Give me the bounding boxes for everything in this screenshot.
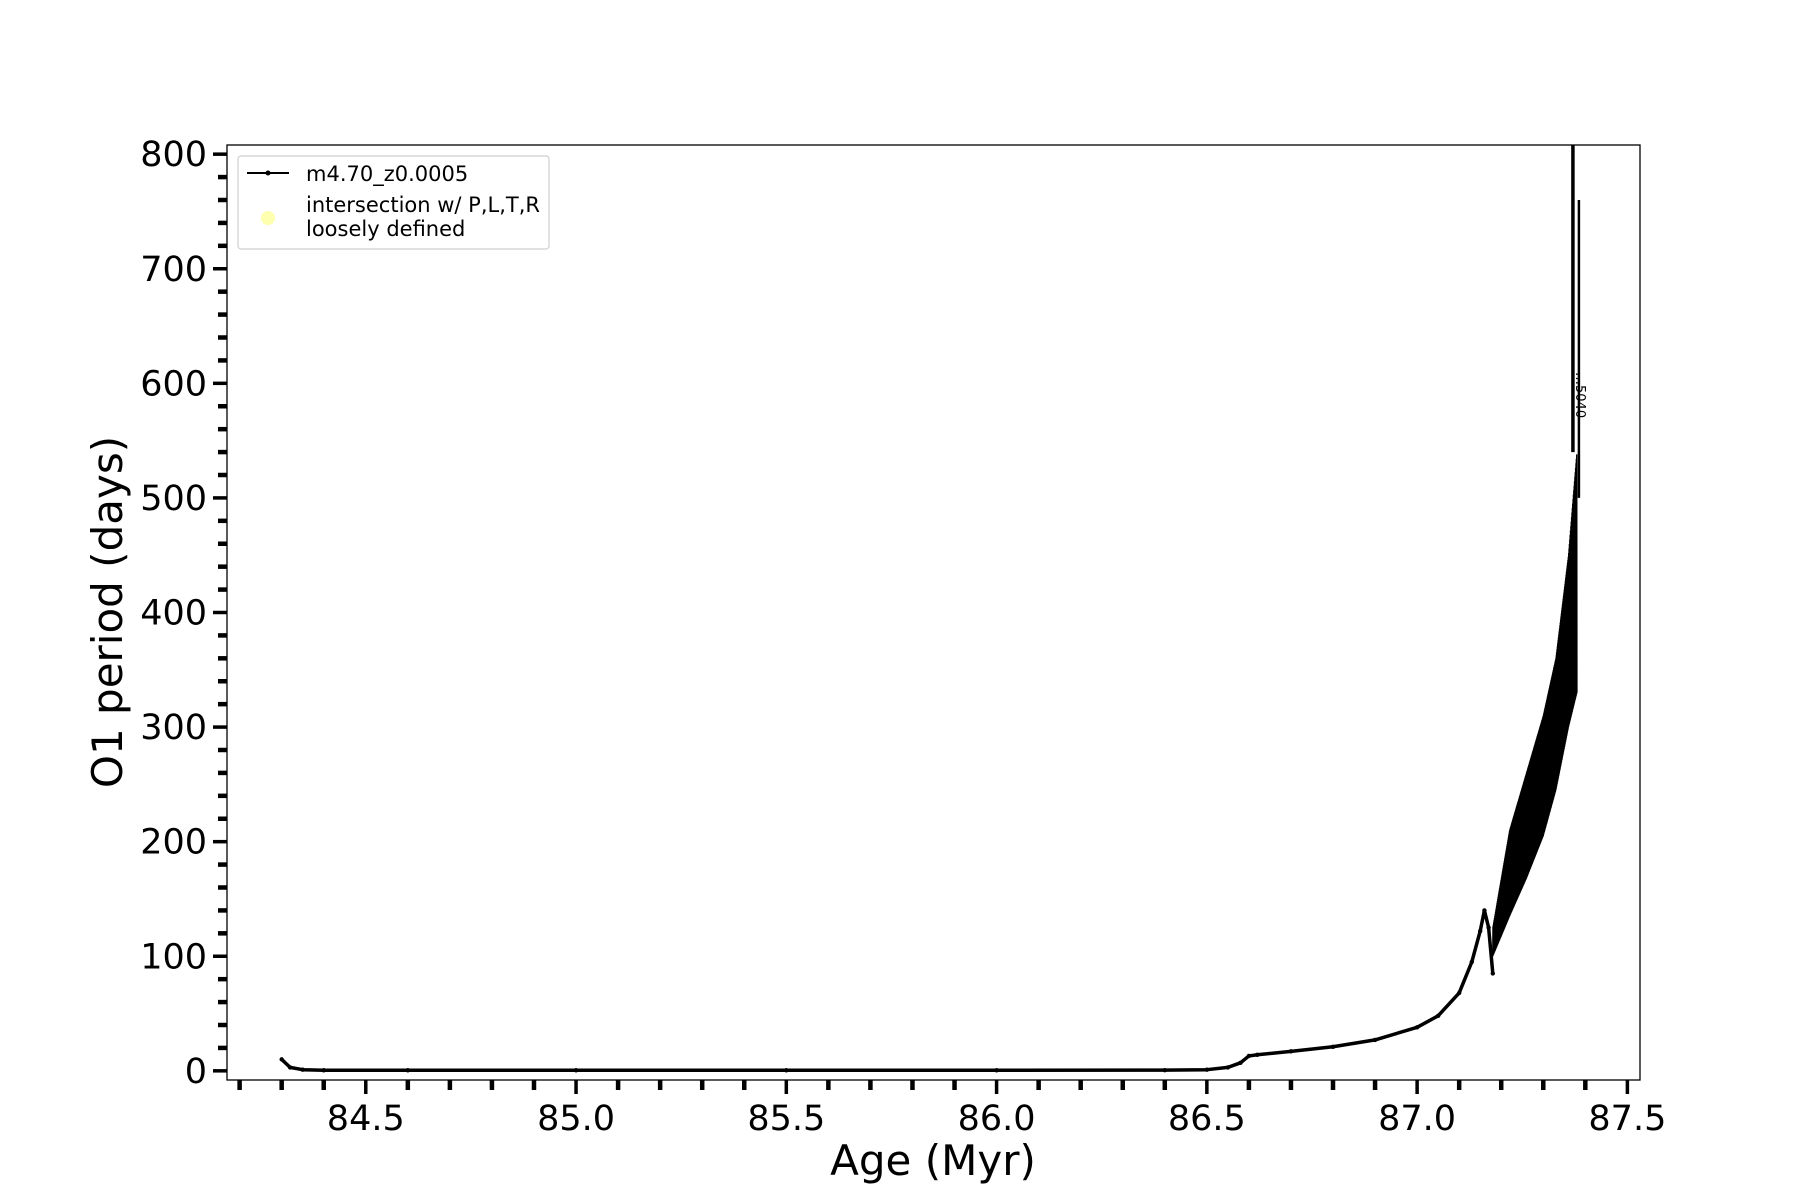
series-point: [1372, 1037, 1378, 1043]
y-axis-label: O1 period (days): [83, 436, 132, 788]
y-tick-label: 300: [140, 708, 207, 748]
series-point: [300, 1067, 305, 1072]
series-point: [1456, 990, 1462, 996]
oscillation-band: [1492, 454, 1578, 957]
series-point: [1435, 1013, 1441, 1019]
x-tick-label: 87.0: [1378, 1099, 1456, 1139]
series-point: [784, 1068, 789, 1073]
series-point: [1204, 1067, 1210, 1072]
y-tick-label: 600: [140, 364, 207, 404]
y-tick-label: 400: [140, 594, 207, 634]
series-point: [1482, 908, 1487, 913]
legend-label-intersection: intersection w/ P,L,T,R: [306, 193, 540, 217]
series-point: [573, 1068, 579, 1073]
legend: m4.70_z0.0005 intersection w/ P,L,T,R lo…: [237, 155, 550, 250]
series-point: [287, 1065, 293, 1070]
series-point: [1477, 928, 1483, 934]
series-point: [1486, 925, 1491, 930]
x-axis: 84.5 85.0 85.5 86.0 86.5 87.0 87.5: [237, 1080, 1666, 1139]
series-point: [1162, 1067, 1167, 1073]
x-tick-label: 86.0: [958, 1099, 1036, 1139]
x-axis-label: Age (Myr): [830, 1136, 1036, 1185]
series-point: [1469, 959, 1474, 965]
legend-marker-dot: [265, 170, 271, 176]
y-tick-label: 200: [140, 823, 207, 863]
y-tick-label: 500: [140, 479, 207, 519]
legend-label-intersection-line2: loosely defined: [306, 217, 465, 241]
series-point: [321, 1068, 326, 1073]
annotation-label: …5040: [1572, 372, 1587, 418]
series-point: [1238, 1060, 1243, 1066]
series-point: [1330, 1044, 1336, 1049]
legend-marker-intersection: [261, 211, 275, 225]
y-tick-label: 800: [140, 135, 207, 175]
x-tick-label: 85.5: [747, 1099, 825, 1139]
y-tick-label: 100: [140, 937, 207, 977]
series-point: [1414, 1025, 1420, 1030]
plot-area: [227, 145, 1640, 1080]
series-point: [1288, 1049, 1294, 1054]
series-point: [405, 1068, 411, 1073]
y-axis: 0 100 200 300 400 500 600 700 800: [140, 135, 227, 1092]
series-point: [1490, 971, 1496, 976]
x-tick-label: 87.5: [1588, 1099, 1666, 1139]
x-tick-label: 84.5: [327, 1099, 405, 1139]
y-tick-label: 700: [140, 250, 207, 290]
x-tick-label: 86.5: [1168, 1099, 1246, 1139]
x-tick-label: 85.0: [537, 1099, 615, 1139]
series-point: [279, 1057, 284, 1062]
legend-box: [237, 155, 550, 250]
y-tick-label: 0: [185, 1052, 207, 1092]
series-point: [1225, 1065, 1231, 1070]
series-point: [994, 1068, 999, 1073]
legend-label-series: m4.70_z0.0005: [306, 162, 468, 187]
series-point: [1246, 1053, 1252, 1059]
series-layer: [279, 145, 1581, 1073]
series-point: [1255, 1052, 1260, 1057]
